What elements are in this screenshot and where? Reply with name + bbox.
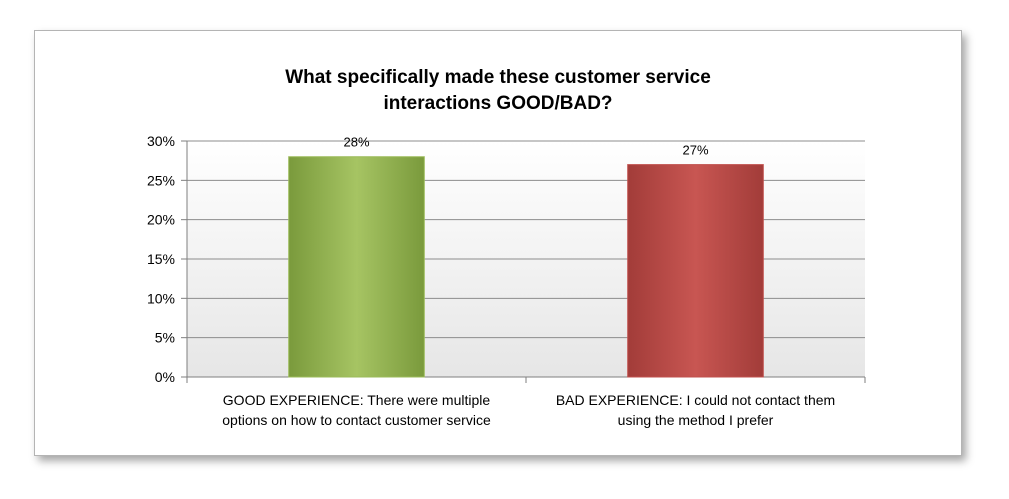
data-label: 27% xyxy=(682,143,708,158)
y-tick-label: 5% xyxy=(155,330,175,346)
chart-title: What specifically made these customer se… xyxy=(35,65,961,117)
chart-frame: What specifically made these customer se… xyxy=(34,30,962,456)
chart-title-line-1: What specifically made these customer se… xyxy=(285,67,711,88)
y-tick-label: 0% xyxy=(155,369,175,385)
bar-good-experience xyxy=(288,156,425,378)
y-tick-label: 25% xyxy=(147,172,175,188)
bar-bad-experience xyxy=(627,164,764,378)
y-tick-label: 20% xyxy=(147,212,175,228)
category-label: BAD EXPERIENCE: I could not contact them xyxy=(556,392,835,408)
bar-chart: 0% 5% 10% 15% 20% 25% 30% 28% GOOD EXPERIENCE: T… xyxy=(147,133,866,428)
y-tick-label: 30% xyxy=(147,133,175,149)
y-tick-label: 10% xyxy=(147,290,175,306)
chart-title-line-2: interactions GOOD/BAD? xyxy=(383,93,613,114)
data-label: 28% xyxy=(343,135,369,150)
category-label: using the method I prefer xyxy=(618,412,774,428)
y-tick-label: 15% xyxy=(147,251,175,267)
category-label: options on how to contact customer servi… xyxy=(222,412,491,428)
category-label: GOOD EXPERIENCE: There were multiple xyxy=(223,392,491,408)
